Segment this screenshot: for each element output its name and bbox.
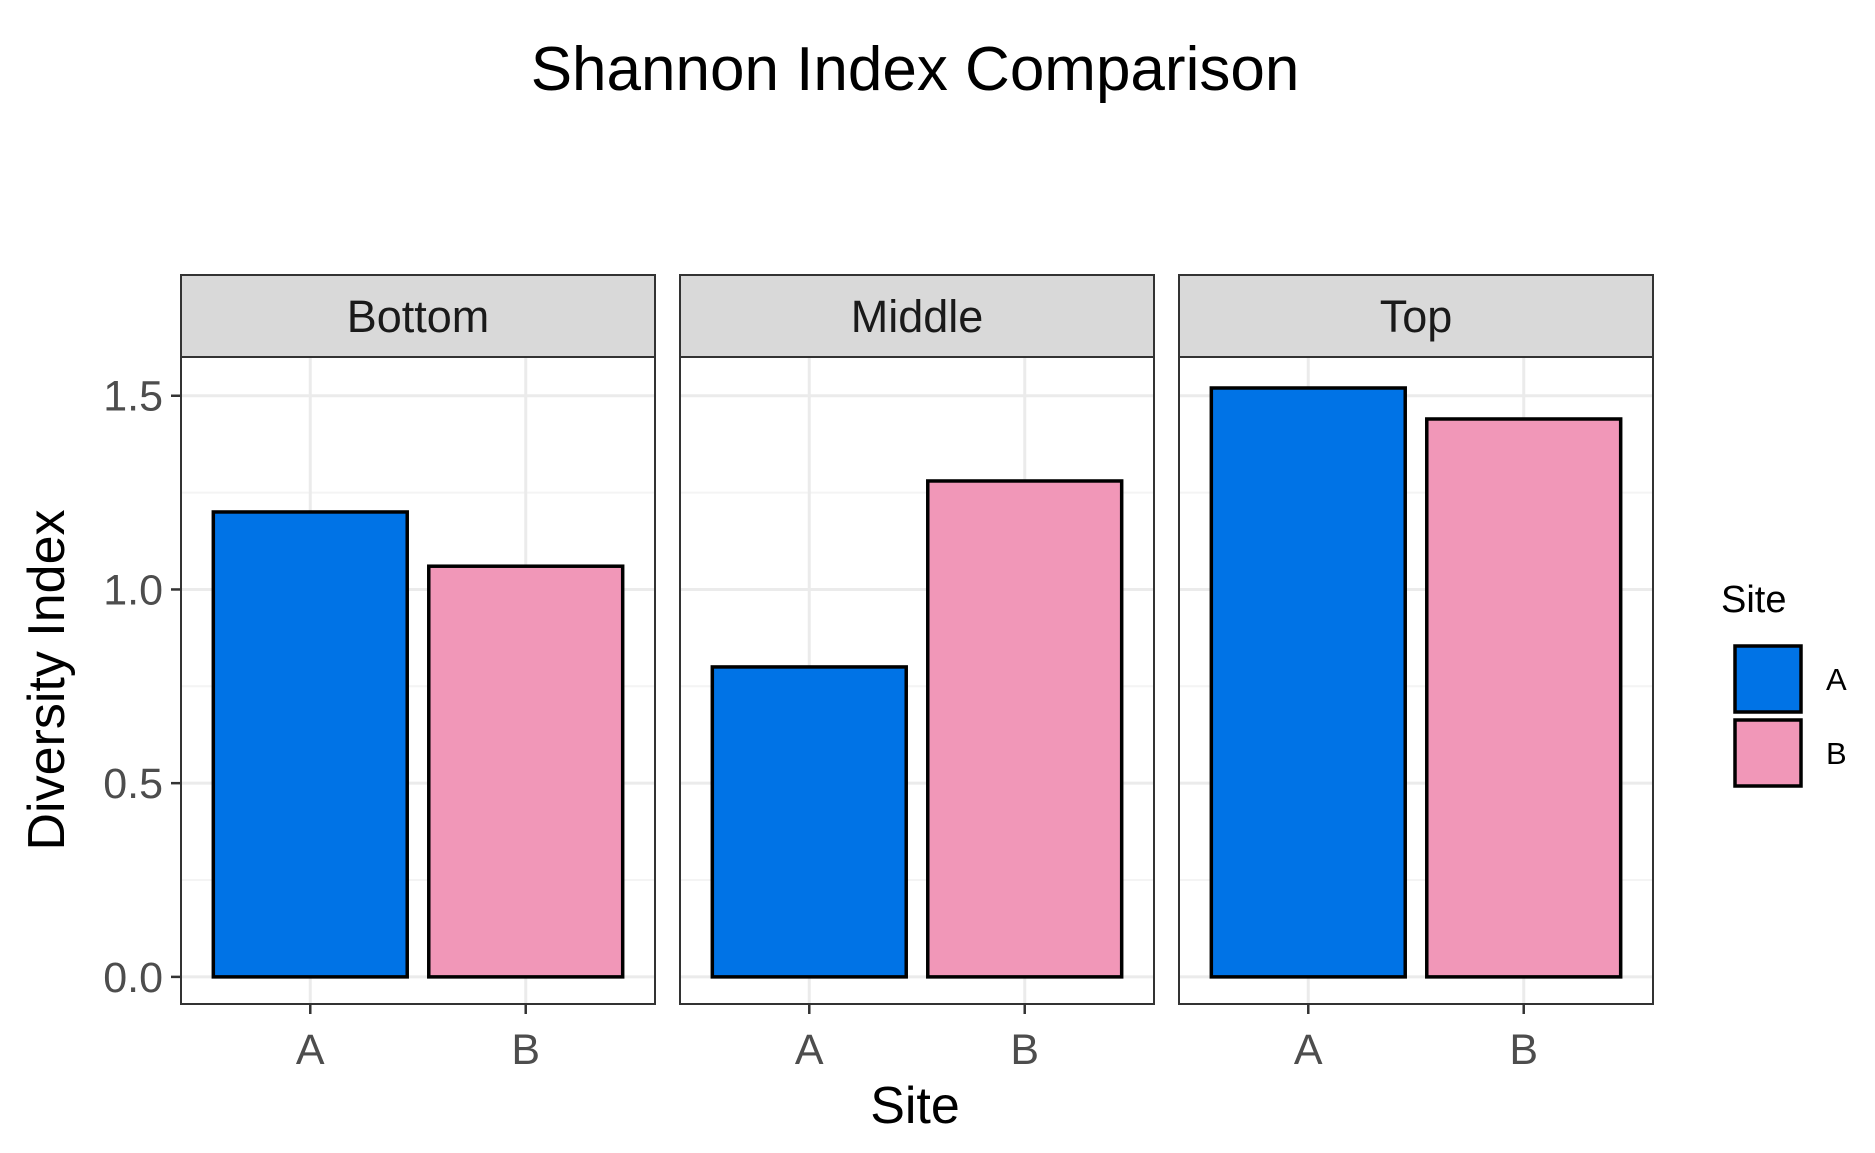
y-tick-label: 0.0 — [103, 954, 163, 1002]
facet-panel-bottom: Bottom A B — [180, 274, 656, 1074]
legend-key-b — [1733, 718, 1803, 788]
bar-top-b — [1425, 417, 1623, 979]
x-axis-title: Site — [870, 1077, 960, 1135]
x-tick-label: B — [1010, 1026, 1039, 1074]
x-tick-label: B — [511, 1026, 540, 1074]
panel-border — [1178, 356, 1654, 1005]
y-axis-title: Diversity Index — [18, 510, 76, 851]
bar-bottom-a — [211, 510, 409, 979]
y-tick-label: 1.0 — [103, 566, 163, 614]
facet-strip — [1178, 274, 1654, 358]
bar-bottom-b — [427, 564, 625, 979]
y-axis: 0.0 0.5 1.0 1.5 — [103, 373, 181, 1002]
bar-middle-b — [926, 479, 1124, 979]
facet-strip-label: Bottom — [347, 291, 490, 342]
legend-key-a — [1733, 644, 1803, 714]
facet-strip — [180, 274, 656, 358]
chart-title: Shannon Index Comparison — [531, 35, 1300, 104]
legend-label-b: B — [1826, 736, 1847, 771]
x-tick-label: A — [795, 1026, 824, 1074]
y-tick-label: 0.5 — [103, 760, 163, 808]
facet-strip-label: Middle — [851, 291, 984, 342]
bar-middle-a — [710, 665, 908, 979]
facet-panel-top: Top A B — [1178, 274, 1654, 1074]
x-tick-label: B — [1509, 1026, 1538, 1074]
facet-panel-middle: Middle A B — [679, 274, 1155, 1074]
bar-top-a — [1209, 386, 1407, 979]
panels-layer: Bottom A B Middle A B Top A B — [180, 274, 1654, 1074]
panel-border — [679, 356, 1155, 1005]
legend: Site A B — [1721, 579, 1847, 788]
x-tick-label: A — [296, 1026, 325, 1074]
x-tick-label: A — [1294, 1026, 1323, 1074]
facet-strip — [679, 274, 1155, 358]
panel-border — [180, 356, 656, 1005]
legend-title: Site — [1721, 579, 1786, 621]
legend-label-a: A — [1826, 662, 1847, 697]
facet-strip-label: Top — [1380, 291, 1453, 342]
y-tick-label: 1.5 — [103, 373, 163, 421]
